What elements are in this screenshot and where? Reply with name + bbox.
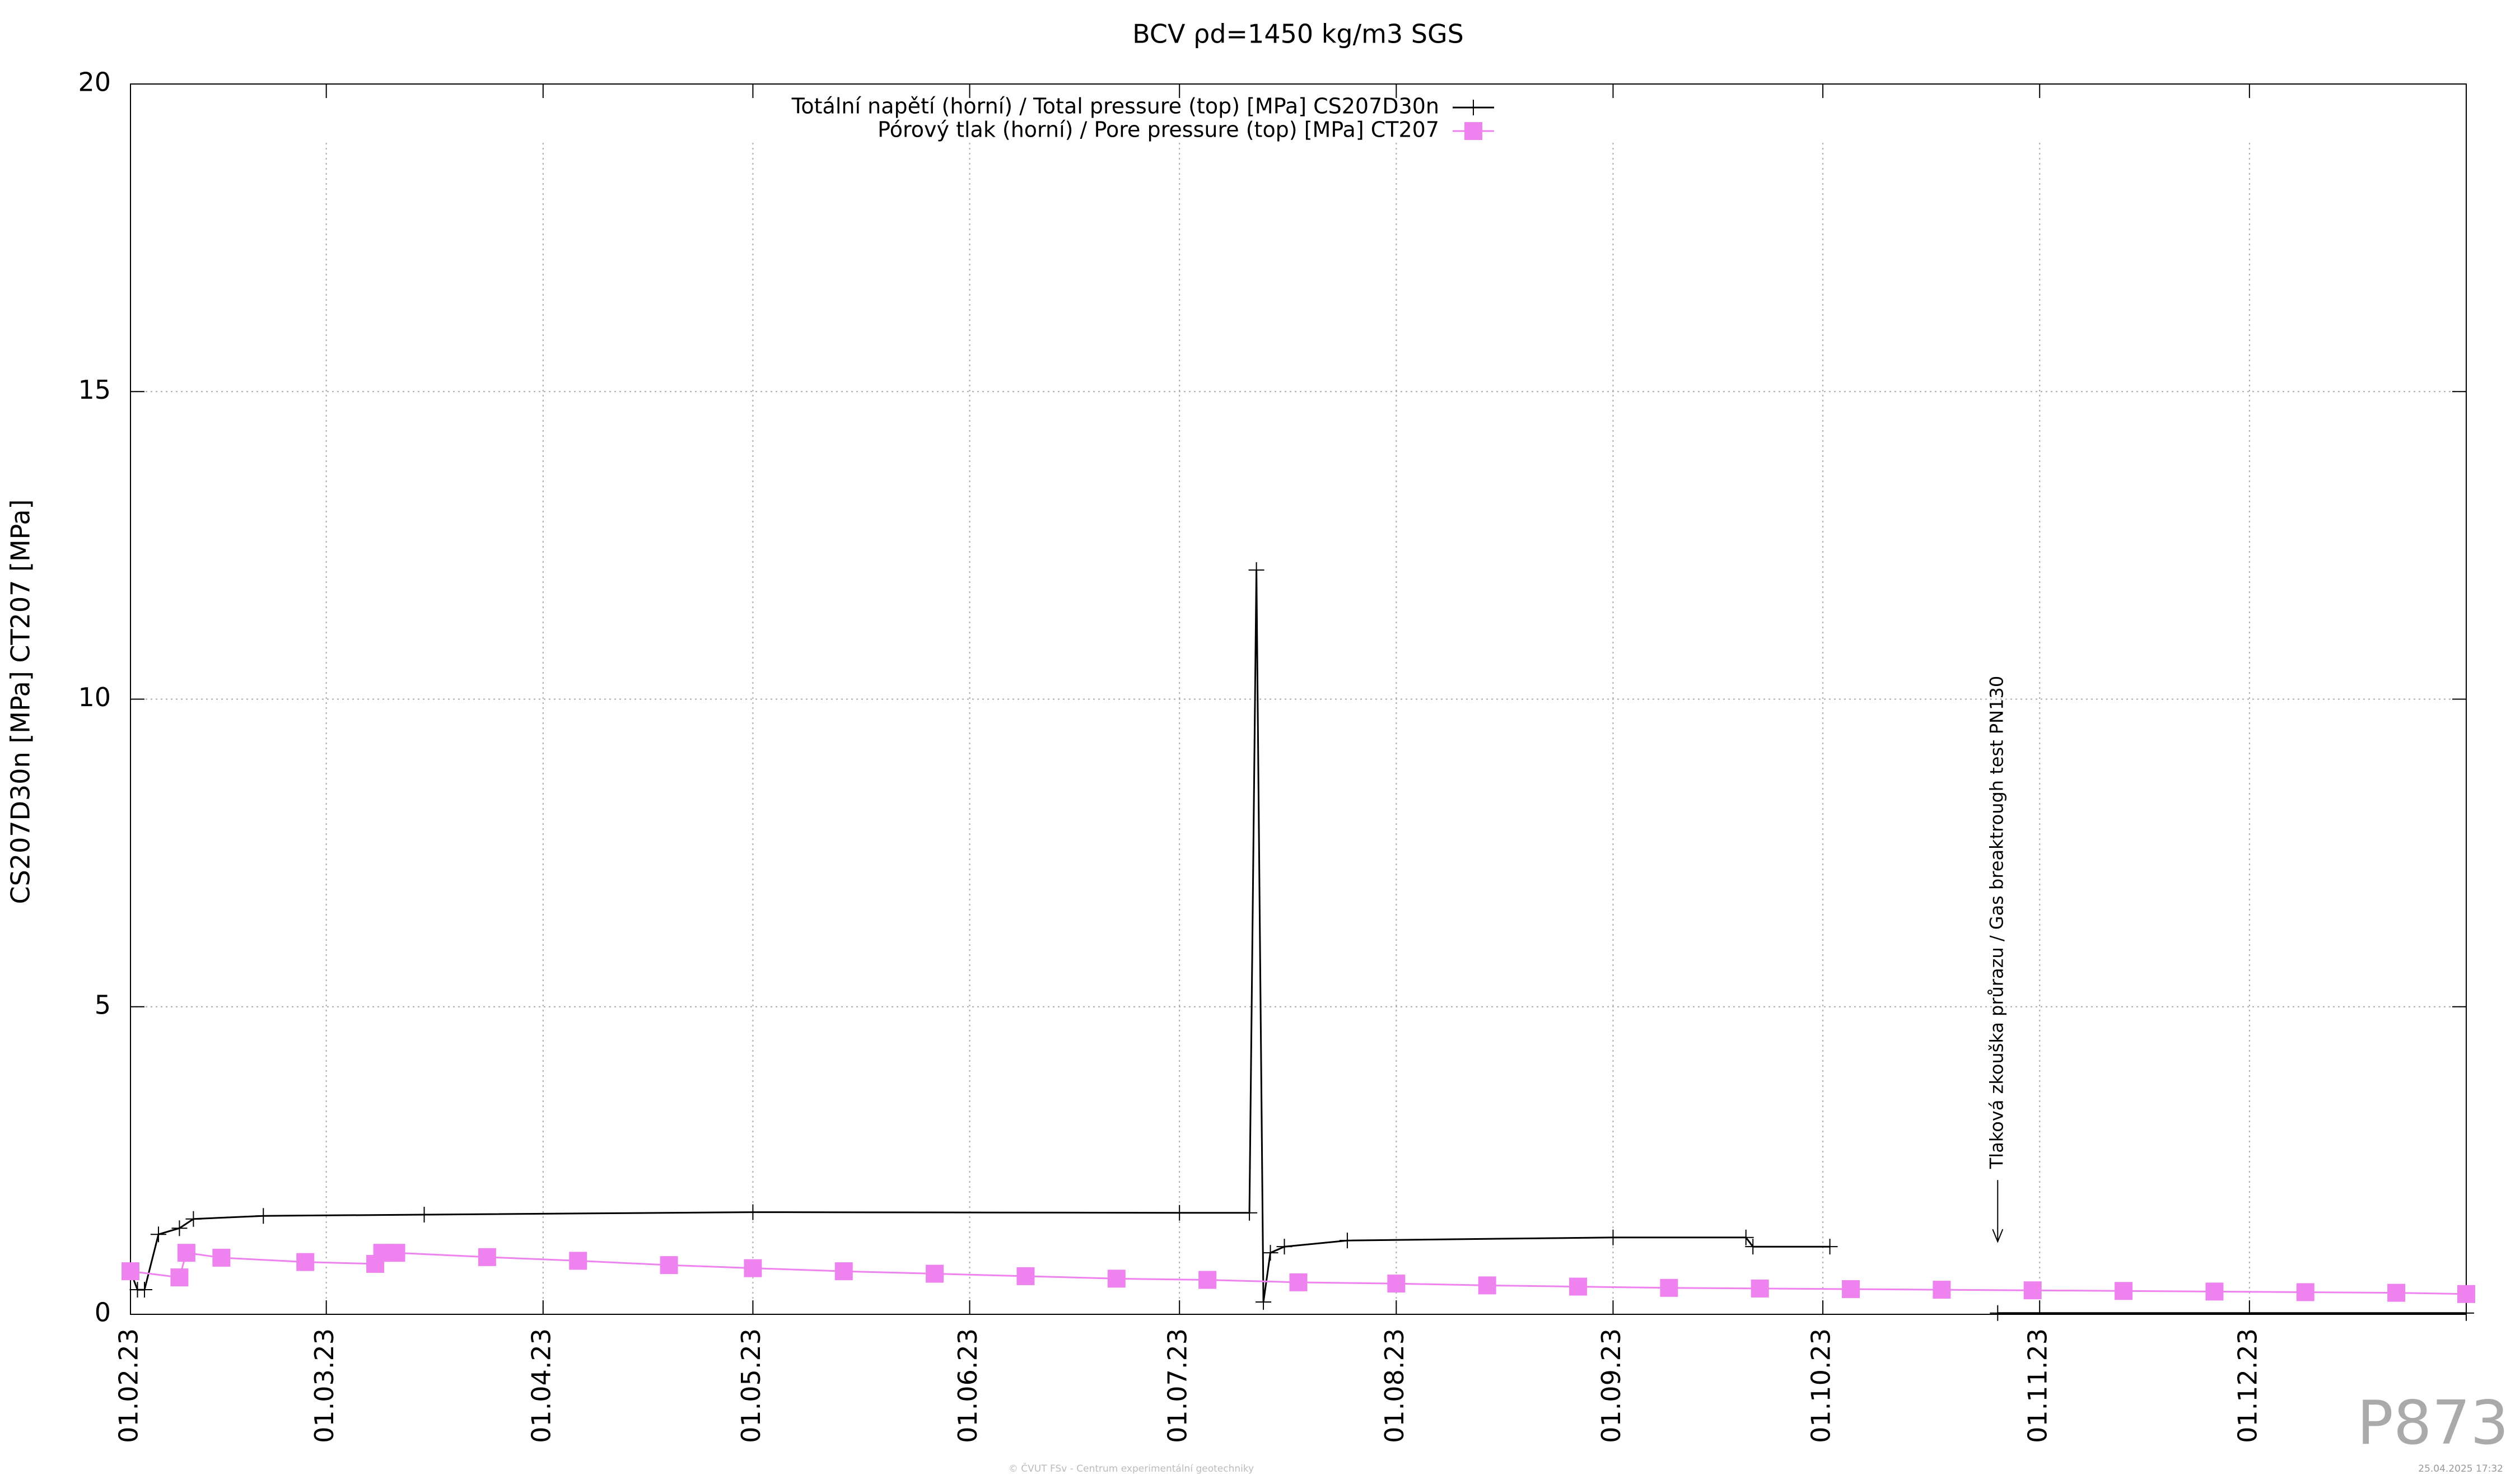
copyright: © ČVUT FSv - Centrum experimentální geot… [1009, 1462, 1254, 1474]
x-tick-label: 01.10.23 [1806, 1328, 1836, 1443]
marker [1990, 1305, 2006, 1321]
marker [387, 1244, 405, 1262]
marker [744, 1259, 762, 1277]
chart-id: P873 [2357, 1388, 2509, 1458]
marker [1842, 1280, 1860, 1298]
x-tick-label: 01.07.23 [1163, 1328, 1193, 1443]
series-line [129, 570, 2466, 1314]
y-tick-label: 0 [95, 1298, 111, 1328]
marker [185, 1211, 202, 1227]
x-tick-label: 01.06.23 [953, 1328, 983, 1443]
marker [745, 1204, 761, 1220]
marker [1172, 1205, 1188, 1221]
marker [1242, 1205, 1258, 1221]
marker [1248, 562, 1264, 578]
marker [1289, 1273, 1308, 1291]
marker [1339, 1233, 1355, 1249]
marker [926, 1264, 944, 1283]
marker [1738, 1229, 1754, 1245]
marker [1933, 1281, 1951, 1299]
marker [834, 1262, 853, 1281]
marker [170, 1268, 189, 1287]
y-tick-label: 5 [95, 990, 111, 1020]
legend-marker [1464, 122, 1482, 140]
marker [1107, 1270, 1126, 1288]
marker [660, 1256, 678, 1275]
marker [1478, 1276, 1496, 1295]
x-tick-label: 01.12.23 [2232, 1328, 2262, 1443]
marker [255, 1208, 272, 1224]
y-axis-label: CS207D30n [MPa] CT207 [MPa] [6, 500, 36, 904]
x-tick-label: 01.05.23 [736, 1328, 766, 1443]
x-tick-label: 01.11.23 [2023, 1328, 2053, 1443]
y-tick-label: 15 [78, 375, 111, 405]
marker [569, 1252, 587, 1270]
marker [478, 1248, 496, 1266]
timestamp: 25.04.2025 17:32 [2418, 1463, 2503, 1474]
marker [136, 1282, 152, 1298]
legend-label: Pórový tlak (horní) / Pore pressure (top… [878, 118, 1439, 142]
marker [2458, 1305, 2474, 1321]
annotation: Tlaková zkouška průrazu / Gas breaktroug… [1986, 676, 2007, 1169]
marker [1262, 1245, 1278, 1261]
marker [1387, 1275, 1406, 1293]
marker [177, 1244, 195, 1262]
marker [2457, 1285, 2475, 1303]
x-tick-label: 01.08.23 [1379, 1328, 1410, 1443]
annotation-arrowhead [1992, 1229, 2004, 1243]
marker [1276, 1239, 1292, 1255]
marker [2205, 1282, 2224, 1301]
marker [212, 1248, 231, 1267]
marker [2115, 1282, 2133, 1300]
marker [1751, 1279, 1769, 1298]
marker [2387, 1284, 2406, 1302]
marker [122, 1262, 139, 1281]
y-tick-label: 20 [78, 67, 111, 97]
marker [1198, 1271, 1217, 1289]
x-tick-label: 01.02.23 [114, 1328, 144, 1443]
marker [416, 1207, 432, 1223]
plot-frame [130, 83, 2467, 1315]
marker [2023, 1281, 2042, 1300]
marker [150, 1226, 166, 1243]
marker [1016, 1267, 1035, 1285]
marker [1256, 1294, 1272, 1310]
marker [1660, 1278, 1678, 1297]
chart-title: BCV ρd=1450 kg/m3 SGS [1132, 19, 1464, 49]
marker [2296, 1283, 2314, 1301]
marker [1822, 1239, 1838, 1255]
x-tick-label: 01.03.23 [309, 1328, 339, 1443]
marker [171, 1220, 188, 1236]
legend-label: Totální napětí (horní) / Total pressure … [791, 94, 1439, 119]
x-tick-label: 01.04.23 [526, 1328, 556, 1443]
legend-marker [1466, 100, 1481, 115]
marker [1745, 1239, 1761, 1255]
x-tick-label: 01.09.23 [1596, 1328, 1626, 1443]
marker [1569, 1277, 1588, 1296]
y-tick-label: 10 [78, 682, 111, 712]
marker [296, 1253, 315, 1271]
marker [1605, 1229, 1621, 1245]
